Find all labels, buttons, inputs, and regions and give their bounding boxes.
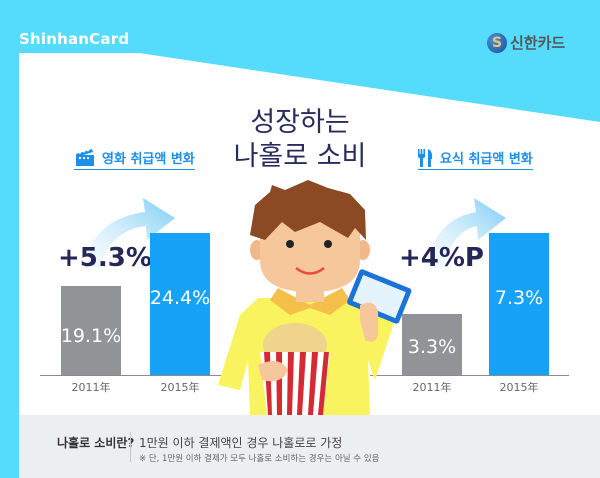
footer-note: ※ 단, 1만원 이하 결제가 모두 나홀로 소비하는 경우는 아닐 수 있음 (139, 454, 380, 464)
movie-value-2011: 19.1% (60, 324, 122, 347)
fork-knife-icon (418, 148, 433, 167)
movie-section-label: 영화 취급액 변화 (74, 148, 195, 170)
food-value-2011: 3.3% (407, 336, 457, 358)
page-title: 성장하는 나홀로 소비 (200, 106, 400, 174)
food-bar-2011: 3.3% (402, 314, 462, 375)
character-illustration (218, 180, 412, 415)
movie-chart-baseline (40, 375, 240, 376)
brand-name: 신한카드 (510, 34, 566, 52)
food-delta: +4%P (399, 243, 484, 273)
footer-term-label: 나홀로 소비란? (57, 436, 135, 450)
shinhancard-logo-text: ShinhanCard (19, 30, 130, 48)
movie-year-2011: 2011年 (71, 381, 111, 394)
title-line-1: 성장하는 (250, 107, 350, 138)
food-year-2011: 2011年 (412, 381, 452, 394)
movie-section-title: 영화 취급액 변화 (102, 152, 195, 167)
food-section-title: 요식 취급액 변화 (440, 152, 533, 167)
food-chart-baseline (370, 375, 569, 376)
growth-arrow-icon (428, 198, 506, 268)
shinhan-brand: S 신한카드 (487, 32, 565, 53)
food-year-2015: 2015年 (499, 381, 539, 394)
food-bar-2015: 7.3% (489, 233, 549, 375)
movie-value-2015: 24.4% (149, 287, 211, 309)
clapperboard-icon (76, 148, 94, 166)
movie-bar-2015: 24.4% (150, 233, 210, 375)
growth-arrow-icon (85, 198, 175, 268)
food-value-2015: 7.3% (494, 287, 544, 309)
movie-year-2015: 2015年 (160, 381, 200, 394)
movie-bar-2011: 19.1% (61, 286, 121, 375)
footer-divider (130, 432, 131, 462)
shinhan-logo-icon: S (487, 32, 507, 53)
footer-definition: 1만원 이하 결제액인 경우 나홀로로 가정 (139, 436, 343, 450)
footer-panel (19, 415, 600, 478)
title-line-2: 나홀로 소비 (233, 141, 367, 172)
food-section-label: 요식 취급액 변화 (418, 148, 533, 170)
